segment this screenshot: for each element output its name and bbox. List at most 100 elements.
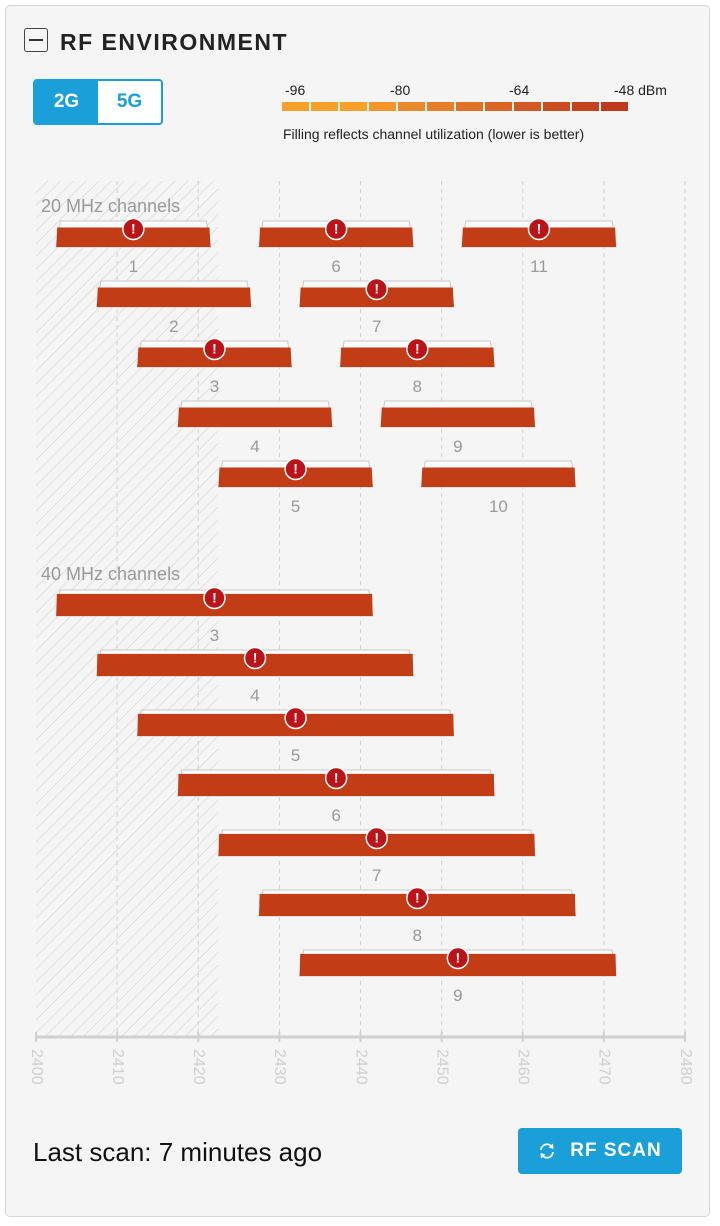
channel-6-40mhz: !6	[177, 766, 495, 825]
dbm-label-80: -80	[390, 82, 411, 98]
panel-title: RF ENVIRONMENT	[60, 29, 288, 55]
legend-segment	[282, 102, 309, 111]
channel-3-40mhz: !3	[55, 586, 374, 645]
warning-icon-glyph: !	[374, 830, 379, 846]
legend-segment	[514, 102, 541, 111]
warning-icon	[365, 277, 388, 301]
warning-icon	[203, 586, 226, 610]
section-label: 20 MHz channels	[41, 196, 180, 216]
channel-label: 1	[129, 257, 138, 276]
rf-scan-button[interactable]: RF SCAN	[518, 1128, 682, 1174]
dbm-label-64: -64	[509, 82, 530, 98]
warning-icon	[243, 646, 267, 670]
warning-icon-glyph: !	[415, 341, 420, 357]
band-2g-button[interactable]: 2G	[35, 81, 98, 123]
warning-icon	[446, 946, 470, 970]
warning-icon-glyph: !	[334, 221, 339, 237]
legend-segment	[543, 102, 570, 111]
channel-9-20mhz: 9	[380, 400, 536, 456]
channel-11-20mhz: ! 11	[461, 217, 617, 276]
warning-icon-glyph: !	[131, 221, 136, 237]
warning-icon	[365, 826, 388, 850]
refresh-icon	[540, 1143, 555, 1159]
channel-label: 10	[489, 497, 508, 516]
channel-4-20mhz: 4	[177, 400, 333, 456]
channel-label: 8	[413, 377, 422, 396]
warning-icon-glyph: !	[293, 710, 298, 726]
x-axis-tick-label: 2420	[190, 1049, 207, 1085]
channel-label: 2	[169, 317, 178, 336]
channel-label: 3	[210, 626, 219, 645]
warning-icon	[203, 337, 226, 361]
warning-icon	[122, 217, 145, 241]
warning-icon-glyph: !	[212, 341, 217, 357]
x-axis-tick-label: 2430	[271, 1049, 288, 1085]
warning-icon-glyph: !	[374, 281, 379, 297]
band-toggle[interactable]: 2G 5G	[33, 79, 163, 125]
warning-icon-glyph: !	[537, 221, 542, 237]
legend-segment	[369, 102, 396, 111]
channel-7-20mhz: !7	[299, 277, 455, 336]
channel-label: 9	[453, 437, 462, 456]
channel-label: 11	[530, 257, 548, 276]
channel-label: 3	[210, 377, 219, 396]
x-axis-tick-label: 2400	[28, 1049, 45, 1085]
dbm-label-96: -96	[285, 82, 306, 98]
channel-8-20mhz: !8	[339, 337, 495, 396]
last-scan-text: Last scan: 7 minutes ago	[33, 1137, 323, 1167]
channel-label: 4	[250, 437, 259, 456]
warning-icon	[406, 886, 429, 910]
dbm-label-48: -48 dBm	[614, 82, 667, 98]
channel-label: 8	[413, 926, 422, 945]
channel-1-20mhz: !1	[55, 217, 212, 276]
channel-label: 9	[453, 986, 462, 1005]
warning-icon-glyph: !	[253, 650, 258, 666]
channel-utilization-fill	[421, 467, 576, 487]
channel-utilization-fill	[177, 407, 333, 427]
rf-scan-label: RF SCAN	[570, 1140, 662, 1161]
channel-5-20mhz: !5	[217, 457, 374, 516]
x-axis-tick-label: 2460	[515, 1049, 532, 1085]
x-axis-tick-label: 2480	[677, 1049, 694, 1085]
channel-2-20mhz: 2	[96, 280, 252, 336]
legend-segment	[311, 102, 338, 111]
warning-icon	[324, 217, 348, 241]
legend-segment	[398, 102, 425, 111]
warning-icon-glyph: !	[212, 590, 217, 606]
section-label: 40 MHz channels	[41, 564, 180, 584]
channel-6-20mhz: !6	[258, 217, 414, 276]
channel-label: 5	[291, 497, 300, 516]
channel-9-40mhz: !9	[299, 946, 617, 1005]
channel-label: 4	[250, 686, 259, 705]
x-axis-tick-label: 2410	[109, 1049, 126, 1085]
channel-label: 7	[372, 317, 381, 336]
channel-utilization-fill	[96, 287, 252, 307]
collapse-icon[interactable]	[24, 28, 48, 52]
channel-5-40mhz: !5	[136, 706, 455, 765]
channel-4-40mhz: !4	[96, 646, 414, 705]
x-axis-tick-label: 2440	[352, 1049, 369, 1085]
legend-segment	[427, 102, 454, 111]
channel-label: 5	[291, 746, 300, 765]
warning-icon-glyph: !	[415, 890, 420, 906]
legend-segment	[485, 102, 512, 111]
channel-10-20mhz: 10	[420, 460, 577, 516]
channel-7-40mhz: !7	[217, 826, 536, 885]
channel-utilization-fill	[380, 407, 535, 427]
legend-segment	[456, 102, 483, 111]
legend-segment	[601, 102, 628, 111]
warning-icon	[284, 706, 307, 730]
warning-icon-glyph: !	[293, 461, 298, 477]
channel-label: 6	[331, 257, 340, 276]
channel-label: 6	[331, 806, 340, 825]
channel-3-20mhz: !3	[136, 337, 293, 396]
warning-icon	[406, 337, 429, 361]
legend-segment	[340, 102, 367, 111]
legend-segment	[572, 102, 599, 111]
warning-icon	[324, 766, 348, 790]
legend-note: Filling reflects channel utilization (lo…	[283, 126, 585, 142]
warning-icon-glyph: !	[456, 950, 461, 966]
warning-icon-glyph: !	[334, 770, 339, 786]
channel-8-40mhz: !8	[258, 886, 577, 945]
band-5g-button[interactable]: 5G	[98, 81, 161, 123]
